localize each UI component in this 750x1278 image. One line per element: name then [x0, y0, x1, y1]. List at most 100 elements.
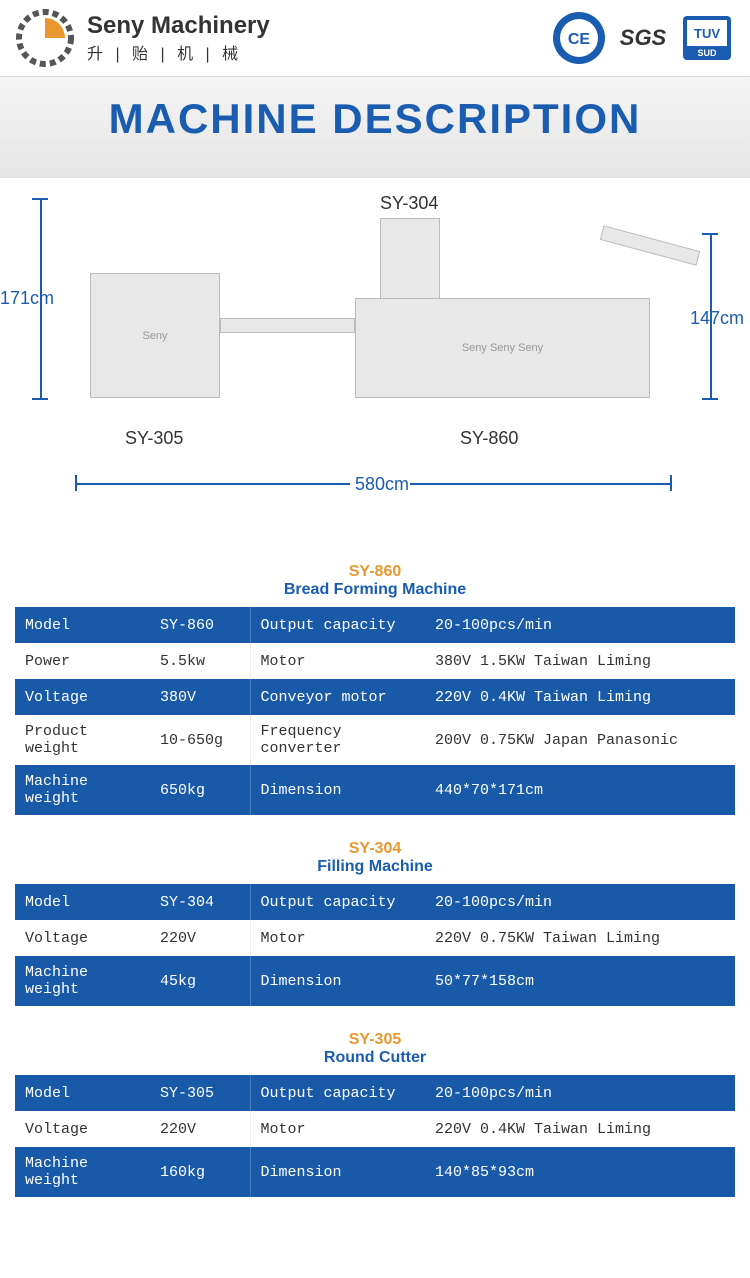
table-cell: Dimension: [250, 765, 425, 815]
table-cell: Frequency converter: [250, 715, 425, 765]
table-row: ModelSY-305Output capacity20-100pcs/min: [15, 1075, 735, 1111]
table-cell: Motor: [250, 1111, 425, 1147]
dim-line-bottom: [410, 483, 670, 485]
conveyor-shape: [220, 318, 355, 333]
dim-tick: [32, 398, 48, 400]
table-cell: Motor: [250, 643, 425, 679]
cert-ce-icon: CE: [551, 10, 607, 66]
spec-sections: SY-860Bread Forming MachineModelSY-860Ou…: [0, 538, 750, 1197]
table-cell: Model: [15, 607, 150, 643]
table-cell: SY-860: [150, 607, 250, 643]
brand-text: Seny Machinery 升 | 贻 | 机 | 械: [87, 12, 270, 64]
table-cell: 160kg: [150, 1147, 250, 1197]
title-banner: MACHINE DESCRIPTION: [0, 77, 750, 178]
spec-title: SY-304Filling Machine: [15, 840, 735, 876]
table-cell: Dimension: [250, 956, 425, 1006]
svg-text:TUV: TUV: [694, 26, 720, 41]
table-row: Product weight10-650gFrequency converter…: [15, 715, 735, 765]
table-cell: 380V 1.5KW Taiwan Liming: [425, 643, 735, 679]
table-cell: 10-650g: [150, 715, 250, 765]
table-cell: 220V 0.75KW Taiwan Liming: [425, 920, 735, 956]
table-cell: 20-100pcs/min: [425, 884, 735, 920]
table-row: Voltage220VMotor220V 0.4KW Taiwan Liming: [15, 1111, 735, 1147]
dim-tick: [702, 398, 718, 400]
table-cell: 45kg: [150, 956, 250, 1006]
table-cell: Machine weight: [15, 1147, 150, 1197]
table-cell: 220V 0.4KW Taiwan Liming: [425, 679, 735, 715]
table-cell: 20-100pcs/min: [425, 1075, 735, 1111]
table-row: ModelSY-860Output capacity20-100pcs/min: [15, 607, 735, 643]
table-cell: Power: [15, 643, 150, 679]
table-cell: 220V: [150, 1111, 250, 1147]
table-cell: 5.5kw: [150, 643, 250, 679]
table-cell: Machine weight: [15, 765, 150, 815]
conveyor-right-shape: [600, 225, 700, 265]
table-row: Power5.5kwMotor380V 1.5KW Taiwan Liming: [15, 643, 735, 679]
dim-tick: [75, 475, 77, 491]
spec-model-name: SY-304: [15, 840, 735, 858]
table-row: Voltage220VMotor220V 0.75KW Taiwan Limin…: [15, 920, 735, 956]
table-cell: Voltage: [15, 1111, 150, 1147]
dim-tick: [702, 233, 718, 235]
table-row: Voltage380VConveyor motor220V 0.4KW Taiw…: [15, 679, 735, 715]
table-row: Machine weight650kgDimension440*70*171cm: [15, 765, 735, 815]
spec-model-name: SY-860: [15, 563, 735, 581]
table-cell: Output capacity: [250, 884, 425, 920]
table-cell: Machine weight: [15, 956, 150, 1006]
spec-title: SY-860Bread Forming Machine: [15, 563, 735, 599]
brand-subtitle: 升 | 贻 | 机 | 械: [87, 40, 270, 64]
svg-text:CE: CE: [568, 31, 591, 48]
machine-sy860-shape: Seny Seny Seny: [355, 298, 650, 398]
table-cell: 440*70*171cm: [425, 765, 735, 815]
cert-sgs-icon: SGS: [615, 10, 671, 66]
machine-label-left: SY-305: [125, 428, 183, 449]
page-title: MACHINE DESCRIPTION: [0, 95, 750, 143]
spec-table: ModelSY-305Output capacity20-100pcs/minV…: [15, 1075, 735, 1197]
dim-tick: [32, 198, 48, 200]
table-cell: 650kg: [150, 765, 250, 815]
table-row: Machine weight45kgDimension50*77*158cm: [15, 956, 735, 1006]
table-cell: Output capacity: [250, 607, 425, 643]
spec-table: ModelSY-304Output capacity20-100pcs/minV…: [15, 884, 735, 1006]
table-cell: SY-305: [150, 1075, 250, 1111]
table-cell: Conveyor motor: [250, 679, 425, 715]
machine-sy304-shape: [380, 218, 440, 308]
machine-diagram: 171cm 147cm 580cm Seny Seny Seny Seny SY…: [0, 178, 750, 538]
table-cell: 220V 0.4KW Taiwan Liming: [425, 1111, 735, 1147]
spec-machine-type: Round Cutter: [15, 1049, 735, 1067]
brand-logo-icon: [15, 8, 75, 68]
spec-section: SY-860Bread Forming MachineModelSY-860Ou…: [0, 538, 750, 815]
table-cell: Output capacity: [250, 1075, 425, 1111]
brand-name: Seny Machinery: [87, 12, 270, 40]
spec-machine-type: Filling Machine: [15, 858, 735, 876]
table-cell: Model: [15, 1075, 150, 1111]
table-cell: Voltage: [15, 679, 150, 715]
table-cell: 50*77*158cm: [425, 956, 735, 1006]
table-cell: Voltage: [15, 920, 150, 956]
dim-tick: [670, 475, 672, 491]
dim-width: 580cm: [355, 474, 409, 495]
machine-sy305-shape: Seny: [90, 273, 220, 398]
brand: Seny Machinery 升 | 贻 | 机 | 械: [15, 8, 270, 68]
table-cell: 20-100pcs/min: [425, 607, 735, 643]
dim-line-bottom: [75, 483, 350, 485]
table-cell: 380V: [150, 679, 250, 715]
spec-table: ModelSY-860Output capacity20-100pcs/minP…: [15, 607, 735, 815]
table-row: Machine weight160kgDimension140*85*93cm: [15, 1147, 735, 1197]
header: Seny Machinery 升 | 贻 | 机 | 械 CE SGS TUVS…: [0, 0, 750, 77]
dim-height-right: 147cm: [690, 308, 744, 329]
table-cell: 140*85*93cm: [425, 1147, 735, 1197]
machine-label-right: SY-860: [460, 428, 518, 449]
cert-badges: CE SGS TUVSUD: [551, 10, 735, 66]
table-cell: Dimension: [250, 1147, 425, 1197]
table-cell: 220V: [150, 920, 250, 956]
table-cell: 200V 0.75KW Japan Panasonic: [425, 715, 735, 765]
dim-height-left: 171cm: [0, 288, 54, 309]
spec-machine-type: Bread Forming Machine: [15, 581, 735, 599]
table-cell: SY-304: [150, 884, 250, 920]
table-row: ModelSY-304Output capacity20-100pcs/min: [15, 884, 735, 920]
spec-model-name: SY-305: [15, 1031, 735, 1049]
table-cell: Model: [15, 884, 150, 920]
spec-section: SY-305Round CutterModelSY-305Output capa…: [0, 1006, 750, 1197]
table-cell: Motor: [250, 920, 425, 956]
